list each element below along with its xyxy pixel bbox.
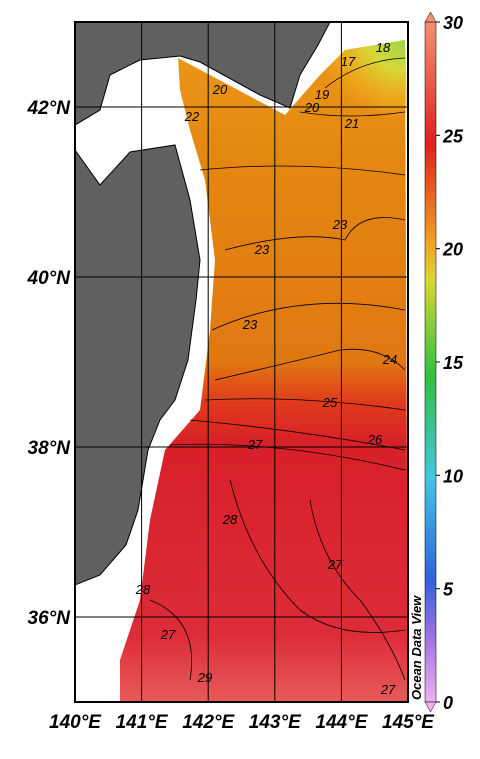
colorbar-tick-label: 0 bbox=[443, 693, 453, 713]
contour-label: 22 bbox=[184, 109, 200, 124]
contour-label: 27 bbox=[327, 557, 343, 572]
contour-label: 18 bbox=[376, 40, 391, 55]
colorbar-tick-label: 10 bbox=[443, 466, 463, 486]
land-honshu bbox=[75, 144, 201, 586]
contour-label: 28 bbox=[135, 582, 151, 597]
contour-label: 20 bbox=[212, 82, 228, 97]
lon-tick-label: 140°E bbox=[49, 712, 102, 733]
lon-tick-label: 143°E bbox=[249, 712, 302, 733]
lon-tick-label: 142°E bbox=[182, 712, 235, 733]
contour-label: 20 bbox=[304, 100, 320, 115]
contour-label: 27 bbox=[160, 627, 176, 642]
colorbar-tick-label: 5 bbox=[443, 580, 454, 600]
contour-label: 27 bbox=[247, 437, 263, 452]
contour-label: 19 bbox=[315, 87, 329, 102]
contour-label: 23 bbox=[242, 317, 258, 332]
lat-tick-label: 38°N bbox=[28, 438, 72, 459]
contour-label: 26 bbox=[367, 432, 383, 447]
contour-label: 23 bbox=[254, 242, 270, 257]
colorbar-tick-label: 15 bbox=[443, 353, 464, 373]
colorbar-tick-label: 30 bbox=[443, 13, 463, 33]
lat-tick-label: 36°N bbox=[28, 608, 72, 629]
lat-tick-label: 40°N bbox=[27, 268, 72, 289]
contours bbox=[149, 57, 406, 681]
contour-label: 27 bbox=[380, 682, 396, 697]
lon-tick-label: 144°E bbox=[315, 712, 368, 733]
watermark: Ocean Data View bbox=[409, 595, 424, 700]
contour-label: 21 bbox=[344, 116, 359, 131]
map-frame bbox=[74, 21, 409, 703]
contour-label: 23 bbox=[332, 217, 348, 232]
colorbar-top-arrow bbox=[424, 11, 437, 23]
colorbar-tick-label: 20 bbox=[442, 240, 463, 260]
contour-label: 25 bbox=[322, 395, 338, 410]
contour-label: 24 bbox=[382, 352, 397, 367]
colorbar-bottom-arrow bbox=[424, 701, 437, 713]
colorbar-tick-label: 25 bbox=[442, 126, 464, 146]
lon-tick-label: 141°E bbox=[116, 712, 169, 733]
contour-label: 28 bbox=[222, 512, 238, 527]
contour-label: 29 bbox=[197, 670, 212, 685]
lon-tick-label: 145°E bbox=[382, 712, 435, 733]
contour-label: 17 bbox=[341, 54, 356, 69]
lat-tick-label: 42°N bbox=[27, 98, 72, 119]
colorbar bbox=[424, 21, 437, 703]
sst-field bbox=[120, 40, 408, 702]
land-hokkaido bbox=[75, 22, 331, 126]
